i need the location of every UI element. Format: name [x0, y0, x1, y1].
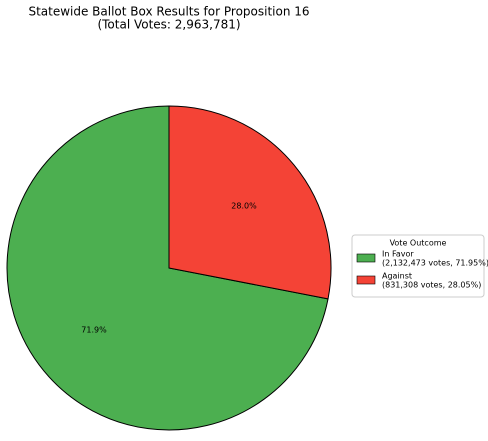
legend-swatch: [356, 275, 376, 285]
legend-swatch: [356, 253, 376, 263]
data-label: 71.9%: [81, 325, 107, 334]
chart-subtitle: (Total Votes: 2,963,781): [97, 18, 240, 32]
chart-title: Statewide Ballot Box Results for Proposi…: [28, 5, 309, 19]
legend-title: Vote Outcome: [390, 239, 447, 248]
legend: Vote Outcome In Favor(2,132,473 votes, 7…: [351, 234, 488, 298]
legend-frame: [351, 234, 485, 298]
pie-slice: [168, 105, 332, 300]
legend-detail: (831,308 votes, 28.05%): [382, 281, 481, 290]
data-label: 28.0%: [231, 202, 257, 211]
legend-label: In Favor: [382, 250, 414, 259]
legend-label: Against: [382, 272, 412, 281]
pie-slice: [6, 105, 329, 431]
legend-detail: (2,132,473 votes, 71.95%): [382, 259, 488, 268]
